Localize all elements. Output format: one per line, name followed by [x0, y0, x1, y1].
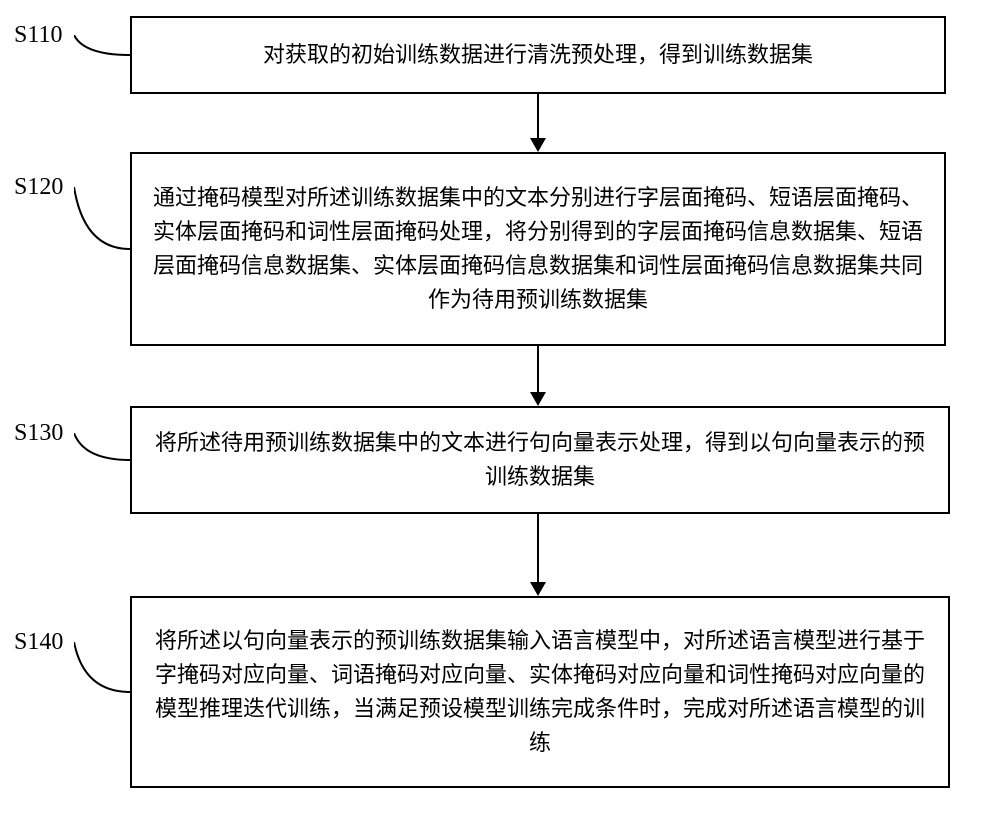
label-text: S120	[14, 174, 63, 200]
arrow-line-2	[537, 346, 539, 392]
step-box-s130: 将所述待用预训练数据集中的文本进行句向量表示处理，得到以句向量表示的预训练数据集	[130, 406, 950, 514]
step-box-s140: 将所述以句向量表示的预训练数据集输入语言模型中，对所述语言模型进行基于字掩码对应…	[130, 596, 950, 788]
arrow-line-1	[537, 94, 539, 138]
step-label-s120: S120	[14, 174, 63, 201]
step-text-s130: 将所述待用预训练数据集中的文本进行句向量表示处理，得到以句向量表示的预训练数据集	[152, 426, 928, 494]
connector-curve-s130	[74, 433, 134, 473]
label-text: S130	[14, 420, 63, 446]
label-text: S110	[14, 22, 62, 48]
connector-curve-s110	[74, 35, 134, 65]
label-text: S140	[14, 629, 63, 655]
step-label-s130: S130	[14, 420, 63, 447]
arrow-head-2	[530, 392, 546, 406]
step-text-s110: 对获取的初始训练数据进行清洗预处理，得到训练数据集	[263, 38, 813, 72]
connector-curve-s140	[74, 642, 134, 704]
connector-curve-s120	[74, 187, 134, 262]
step-box-s120: 通过掩码模型对所述训练数据集中的文本分别进行字层面掩码、短语层面掩码、实体层面掩…	[130, 152, 946, 346]
arrow-head-1	[530, 138, 546, 152]
arrow-line-3	[537, 514, 539, 582]
arrow-head-3	[530, 582, 546, 596]
flowchart-container: S110 对获取的初始训练数据进行清洗预处理，得到训练数据集 S120 通过掩码…	[0, 0, 1000, 814]
step-box-s110: 对获取的初始训练数据进行清洗预处理，得到训练数据集	[130, 16, 946, 94]
step-label-s140: S140	[14, 629, 63, 656]
step-label-s110: S110	[14, 22, 62, 49]
step-text-s140: 将所述以句向量表示的预训练数据集输入语言模型中，对所述语言模型进行基于字掩码对应…	[152, 624, 928, 760]
step-text-s120: 通过掩码模型对所述训练数据集中的文本分别进行字层面掩码、短语层面掩码、实体层面掩…	[152, 181, 924, 317]
